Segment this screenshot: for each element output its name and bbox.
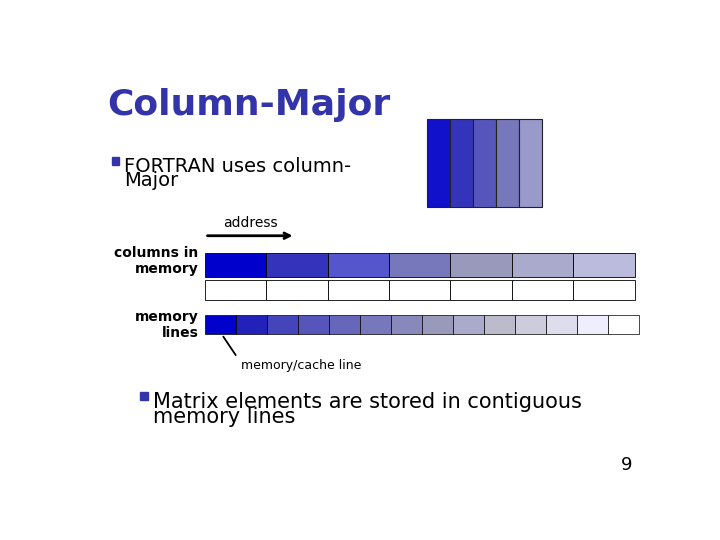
Bar	[608, 315, 639, 334]
Bar	[360, 315, 391, 334]
Text: memory lines: memory lines	[153, 408, 295, 428]
Bar	[577, 315, 608, 334]
Bar	[573, 253, 635, 276]
Bar	[512, 280, 573, 300]
Bar	[389, 280, 451, 300]
Bar	[512, 253, 573, 276]
Bar	[266, 315, 297, 334]
Bar	[515, 315, 546, 334]
Text: Matrix elements are stored in contiguous: Matrix elements are stored in contiguous	[153, 392, 582, 412]
Text: columns in
memory: columns in memory	[114, 246, 199, 276]
Bar	[328, 280, 389, 300]
Bar	[266, 280, 328, 300]
Bar	[235, 315, 266, 334]
Bar	[204, 315, 235, 334]
Bar	[266, 253, 328, 276]
Bar	[546, 315, 577, 334]
Bar	[450, 119, 473, 207]
Text: 9: 9	[621, 456, 632, 475]
Bar	[427, 119, 450, 207]
Bar	[422, 315, 453, 334]
Bar	[496, 119, 519, 207]
Bar	[140, 392, 148, 400]
Bar	[519, 119, 542, 207]
Bar	[328, 253, 389, 276]
Text: Major: Major	[124, 171, 179, 190]
Bar	[451, 280, 512, 300]
Bar	[389, 253, 451, 276]
Text: Column-Major: Column-Major	[107, 88, 390, 122]
Text: memory/cache line: memory/cache line	[241, 359, 361, 372]
Bar	[451, 253, 512, 276]
Text: memory
lines: memory lines	[135, 309, 199, 340]
Bar	[484, 315, 515, 334]
Bar	[204, 253, 266, 276]
Text: FORTRAN uses column-: FORTRAN uses column-	[124, 157, 351, 176]
Bar	[329, 315, 360, 334]
Bar	[112, 157, 120, 165]
Bar	[204, 280, 266, 300]
Bar	[297, 315, 329, 334]
Bar	[573, 280, 635, 300]
Text: address: address	[222, 217, 277, 231]
Bar	[473, 119, 496, 207]
Bar	[453, 315, 484, 334]
Bar	[391, 315, 422, 334]
